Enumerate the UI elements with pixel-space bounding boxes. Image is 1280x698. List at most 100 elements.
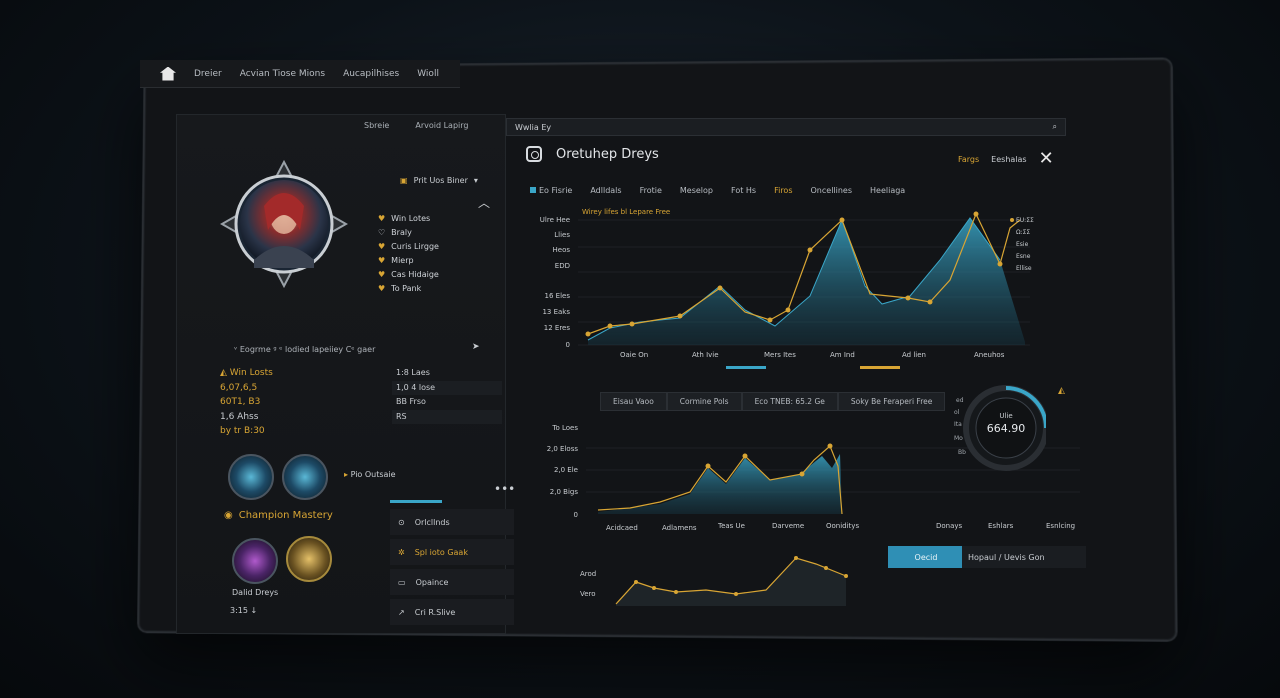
ability-orb-1[interactable] xyxy=(228,454,274,500)
menu-item[interactable]: To Pank xyxy=(391,282,421,296)
x-label: Acidcaed xyxy=(606,524,638,532)
side-menu-item-1[interactable]: ⊙ Orlcllnds xyxy=(390,509,514,535)
y-label: Ulre Hee xyxy=(540,216,570,224)
trophy-icon: ◭ xyxy=(1058,386,1065,396)
menu-item[interactable]: Win Lotes xyxy=(391,212,430,226)
side-menu-item-2[interactable]: ✲ Spl ioto Gaak xyxy=(390,539,514,565)
nav-item-1[interactable]: Dreier xyxy=(194,69,222,79)
sub-tab-2[interactable]: Cormine Pols xyxy=(667,392,742,411)
profile-caption: ᵛ Eogrme ᵍ ᵉ lodied lapeiiey Cᵉ gaer xyxy=(234,345,474,354)
heart-icon: ♥ xyxy=(378,212,385,226)
profile-dropdown[interactable]: ▣ Prit Uos Biner ▾ xyxy=(400,176,478,185)
left-tabs: Sbreie Arvoid Lapirg xyxy=(364,116,468,134)
x-label: Oaie On xyxy=(620,351,648,359)
search-icon[interactable]: ⌕ xyxy=(1053,122,1057,132)
y-label: Heos xyxy=(553,246,571,254)
search-bar[interactable]: Wwlia Ey ⌕ xyxy=(506,118,1066,136)
gauge-tick: Bb xyxy=(958,449,966,456)
legend-item: EU:ΣΣ xyxy=(1016,217,1034,224)
side-menu-item-4[interactable]: ↗ Cri R.Slive xyxy=(390,599,514,625)
screen-icon: ▭ xyxy=(398,578,406,587)
top-bar: Dreier Acvian Tiose Mions Aucapilhises W… xyxy=(140,60,460,88)
menu-item[interactable]: Braly xyxy=(391,226,412,240)
sub-tab-1[interactable]: Eisau Vaoo xyxy=(600,392,667,411)
mastery-orb-2[interactable] xyxy=(286,536,332,582)
tab-chart-2[interactable]: Adlldals xyxy=(590,186,621,195)
tab-left-1[interactable]: Sbreie xyxy=(364,121,389,130)
x-label: Teas Ue xyxy=(717,522,745,530)
x-label: Am Ind xyxy=(830,351,855,359)
score-gauge[interactable]: Ulie 664.90 ed ol Ita Mo Bb xyxy=(954,382,1046,474)
y-label: 2,0 Ele xyxy=(554,466,578,474)
y-label: 2,0 Eloss xyxy=(547,445,579,453)
nav-item-4[interactable]: Wioll xyxy=(417,69,439,79)
profile-menu: ♥ Win Lotes ♡ Braly ♥ Curis Lirgge ♥ Mierp ♥… xyxy=(378,212,439,296)
x-label: Darveme xyxy=(772,522,804,530)
y-label: 0 xyxy=(566,341,570,349)
gauge-label: Ulie xyxy=(999,412,1012,420)
tab-chart-6[interactable]: Firos xyxy=(774,186,792,195)
page-title: Oretuhep Dreys xyxy=(556,147,659,162)
x-label: Donays xyxy=(936,522,963,530)
y-label: Arod xyxy=(580,570,596,578)
chevron-up-icon[interactable]: ︿ xyxy=(478,194,490,211)
nav-item-2[interactable]: Acvian Tiose Mions xyxy=(240,69,325,79)
camera-icon xyxy=(526,146,542,162)
side-label: ▸ Pio Outsaie xyxy=(344,470,396,479)
tab-chart-3[interactable]: Frotie xyxy=(640,186,662,195)
action-button[interactable]: Oecid xyxy=(888,546,964,568)
ability-orb-2[interactable] xyxy=(282,454,328,500)
home-icon[interactable] xyxy=(160,67,176,81)
sub-tab-4[interactable]: Soky Be Feraperi Free xyxy=(838,392,945,411)
more-icon[interactable]: ••• xyxy=(494,482,515,496)
x-label: Eshlars xyxy=(988,522,1014,530)
cursor-icon: ➤ xyxy=(472,342,480,352)
progress-indicator xyxy=(390,500,442,503)
header-link-2[interactable]: Eeshalas xyxy=(991,155,1026,164)
champion-portrait[interactable] xyxy=(220,160,348,288)
chart-tabs: Eo Fisrie Adlldals Frotie Meselop Fot Hs… xyxy=(530,186,1050,195)
heart-icon: ♥ xyxy=(378,240,385,254)
tab-chart-1[interactable]: Eo Fisrie xyxy=(530,186,572,195)
x-label: Ooniditys xyxy=(826,522,859,530)
gauge-value: 664.90 xyxy=(987,422,1026,435)
mastery-caption-2: 3:15 ↓ xyxy=(230,606,257,615)
side-menu-item-3[interactable]: ▭ Opaince xyxy=(390,569,514,595)
tab-chart-8[interactable]: Heeliaga xyxy=(870,186,905,195)
trophy-icon: ◭ xyxy=(220,368,230,378)
mastery-orb-1[interactable] xyxy=(232,538,278,584)
main-area-chart[interactable]: Wirey lifes bl Lepare Free Ulre Hee Llie… xyxy=(530,200,1070,370)
header-actions: Fargs Eeshalas ✕ xyxy=(958,150,1054,168)
star-icon: ✲ xyxy=(398,548,405,557)
tab-chart-5[interactable]: Fot Hs xyxy=(731,186,756,195)
tab-chart-4[interactable]: Meselop xyxy=(680,186,713,195)
dropdown-icon: ▣ xyxy=(400,176,408,185)
nav-item-3[interactable]: Aucapilhises xyxy=(343,69,399,79)
stats-left: ◭ Win Losts 6,07,6,5 60T1, B3 1,6 Ahss b… xyxy=(220,366,273,439)
search-input[interactable]: Wwlia Ey xyxy=(515,123,551,132)
side-menu: ⊙ Orlcllnds ✲ Spl ioto Gaak ▭ Opaince ↗ Cri … xyxy=(390,500,514,629)
tab-chart-7[interactable]: Oncellines xyxy=(811,186,853,195)
menu-item[interactable]: Curis Lirgge xyxy=(391,240,439,254)
gauge-tick: Ita xyxy=(954,421,962,428)
sub-tab-3[interactable]: Eco TNEB: 65.2 Ge xyxy=(742,392,838,411)
tab-left-2[interactable]: Arvoid Lapirg xyxy=(415,121,468,130)
gear-icon: ⊙ xyxy=(398,518,405,527)
heart-icon: ♡ xyxy=(378,226,385,240)
tertiary-line-chart[interactable]: Arod Vero xyxy=(576,550,866,612)
x-label: Mers Ites xyxy=(764,351,796,359)
heart-icon: ♥ xyxy=(378,254,385,268)
heart-icon: ♥ xyxy=(378,268,385,282)
chevron-down-icon: ▾ xyxy=(474,176,478,185)
y-label: Llies xyxy=(554,231,570,239)
gauge-tick: Mo xyxy=(954,435,963,442)
y-label: To Loes xyxy=(551,424,578,432)
menu-item[interactable]: Mierp xyxy=(391,254,413,268)
y-label: 0 xyxy=(574,511,578,519)
stats-right: 1:8 Laes 1,0 4 lose BB Frso RS xyxy=(392,366,502,424)
menu-item[interactable]: Cas Hidaige xyxy=(391,268,439,282)
close-icon[interactable]: ✕ xyxy=(1039,150,1054,168)
header-link[interactable]: Fargs xyxy=(958,155,979,164)
y-label: Vero xyxy=(580,590,596,598)
legend-item: Esne xyxy=(1016,253,1031,260)
